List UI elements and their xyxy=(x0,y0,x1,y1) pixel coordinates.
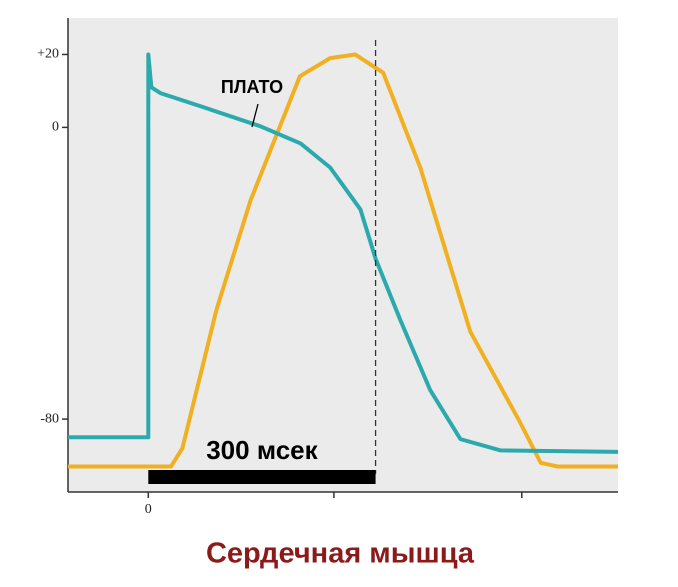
y-tick-label: +20 xyxy=(37,47,59,62)
x-tick-label: 0 xyxy=(145,502,152,517)
plot-area xyxy=(68,18,618,492)
chart-title: Сердечная мышца xyxy=(206,538,475,570)
y-tick-label: 0 xyxy=(52,120,59,135)
series-line xyxy=(68,52,619,454)
y-tick-label: -80 xyxy=(40,411,59,426)
scale-bar xyxy=(148,470,376,484)
annotation: ПЛАТО xyxy=(221,77,283,97)
annotation-pointer xyxy=(251,103,259,128)
scale-bar-label: 300 мсек xyxy=(206,435,318,465)
